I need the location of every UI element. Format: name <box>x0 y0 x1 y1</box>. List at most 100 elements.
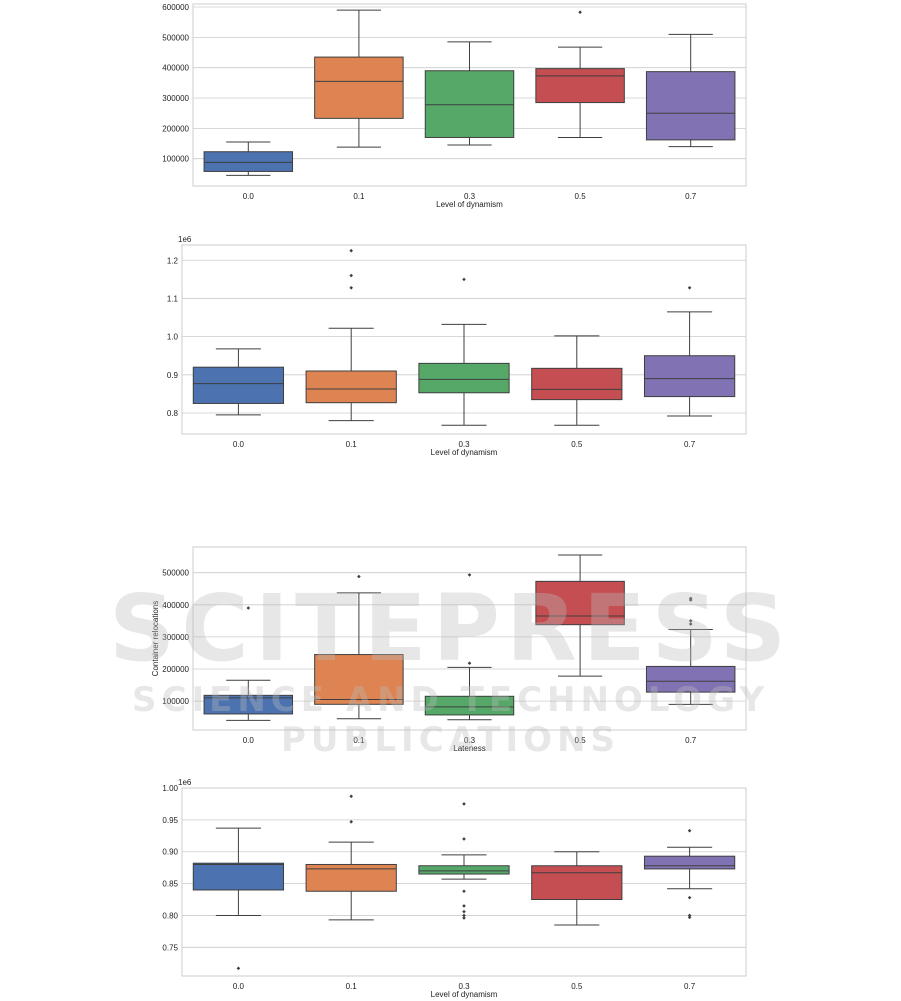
box-body <box>192 862 285 891</box>
x-tick-label: 0.1 <box>353 736 365 745</box>
chart-4: 0.75 0.80 0.85 0.90 0.95 1.00 0.0 0.1 0.3 0.5 0.7 L… <box>162 778 747 999</box>
x-tick-label: 0.5 <box>575 192 587 201</box>
y-tick-label: 200000 <box>162 124 189 133</box>
box-body <box>531 865 623 901</box>
outlier-point <box>349 794 353 799</box>
box-body <box>192 366 285 404</box>
outlier-point <box>687 828 692 833</box>
x-axis-label: Lateness <box>453 744 485 753</box>
x-axis-label: Level of dynamism <box>431 448 498 457</box>
outlier-point <box>246 606 251 610</box>
box-0.1 <box>314 9 404 148</box>
box-body <box>314 56 404 119</box>
box-0.5 <box>531 851 623 926</box>
box-body <box>314 654 404 705</box>
box-body <box>203 694 294 715</box>
y-tick-label: 400000 <box>162 64 189 73</box>
y-tick-label: 500000 <box>162 33 189 42</box>
outlier-point <box>688 619 693 623</box>
x-tick-label: 0.0 <box>233 982 245 991</box>
y-tick-label: 0.9 <box>167 371 179 380</box>
box-0.0 <box>192 827 285 971</box>
x-tick-label: 0.7 <box>684 982 696 991</box>
box-0.7 <box>643 828 736 920</box>
outlier-point <box>687 915 692 920</box>
x-tick-label: 0.0 <box>233 440 245 449</box>
outlier-point <box>462 802 466 806</box>
outlier-point <box>236 966 241 971</box>
y-tick-label: 100000 <box>162 155 189 164</box>
y-tick-label: 1.1 <box>167 294 179 303</box>
outlier-point <box>357 574 361 579</box>
outlier-point <box>462 909 466 914</box>
y-offset-label: 1e6 <box>178 235 192 244</box>
box-0.3 <box>424 573 515 721</box>
outlier-point <box>349 285 353 290</box>
box-0.3 <box>418 277 510 426</box>
x-tick-label: 0.3 <box>464 192 476 201</box>
y-axis-label: Container relocations <box>151 601 160 677</box>
box-body <box>424 70 515 138</box>
box-0.1 <box>305 248 397 422</box>
outlier-point <box>462 277 466 282</box>
outlier-point <box>462 837 466 841</box>
box-0.5 <box>535 554 625 677</box>
box-body <box>418 362 510 394</box>
x-tick-label: 0.5 <box>571 440 583 449</box>
y-offset-label: 1e6 <box>178 778 192 787</box>
y-tick-label: 0.85 <box>162 880 178 889</box>
outlier-point <box>462 904 466 908</box>
box-0.7 <box>645 33 736 148</box>
outlier-point <box>688 622 693 626</box>
y-tick-label: 300000 <box>162 633 189 642</box>
box-0.5 <box>535 10 625 138</box>
y-tick-label: 1.0 <box>167 333 179 342</box>
y-tick-label: 0.8 <box>167 409 179 418</box>
outlier-point <box>349 273 353 278</box>
x-axis-label: Level of dynamism <box>431 990 498 999</box>
x-tick-label: 0.7 <box>684 440 696 449</box>
outlier-point <box>462 916 466 920</box>
chart-2: 0.8 0.9 1.0 1.1 1.2 0.0 0.1 0.3 0.5 0.7 Level of d… <box>167 235 747 457</box>
outlier-point <box>462 889 466 894</box>
x-tick-label: 0.7 <box>685 736 697 745</box>
y-tick-label: 500000 <box>162 569 189 578</box>
y-tick-label: 1.2 <box>167 256 179 265</box>
box-body <box>643 355 736 398</box>
box-0.5 <box>531 335 623 426</box>
y-tick-label: 300000 <box>162 94 189 103</box>
outlier-point <box>467 573 472 577</box>
outlier-point <box>467 661 472 666</box>
box-0.0 <box>203 606 294 721</box>
box-body <box>645 665 736 693</box>
box-0.1 <box>305 794 397 921</box>
outlier-point <box>578 10 582 14</box>
x-tick-label: 0.1 <box>346 440 358 449</box>
box-body <box>531 367 623 401</box>
y-tick-label: 600000 <box>162 3 189 12</box>
box-0.7 <box>643 285 736 417</box>
box-0.0 <box>192 348 285 416</box>
box-body <box>305 370 397 404</box>
x-tick-label: 0.1 <box>353 192 365 201</box>
box-body <box>424 695 515 716</box>
box-body <box>643 855 736 870</box>
outlier-point <box>349 819 353 824</box>
outlier-point <box>687 895 692 900</box>
x-tick-label: 0.5 <box>571 982 583 991</box>
box-0.3 <box>418 802 510 920</box>
outlier-point <box>687 285 692 290</box>
y-tick-label: 400000 <box>162 601 189 610</box>
outlier-point <box>349 248 353 253</box>
y-tick-label: 1.00 <box>162 784 178 793</box>
box-body <box>645 71 736 141</box>
outlier-point <box>687 913 692 918</box>
x-tick-label: 0.3 <box>458 440 470 449</box>
chart-1: 100000 200000 300000 400000 500000 600000 0.0 0… <box>162 3 747 209</box>
y-tick-label: 200000 <box>162 665 189 674</box>
box-body <box>535 68 625 104</box>
box-body <box>203 151 294 172</box>
box-body <box>535 580 625 626</box>
y-tick-label: 0.75 <box>162 943 178 952</box>
